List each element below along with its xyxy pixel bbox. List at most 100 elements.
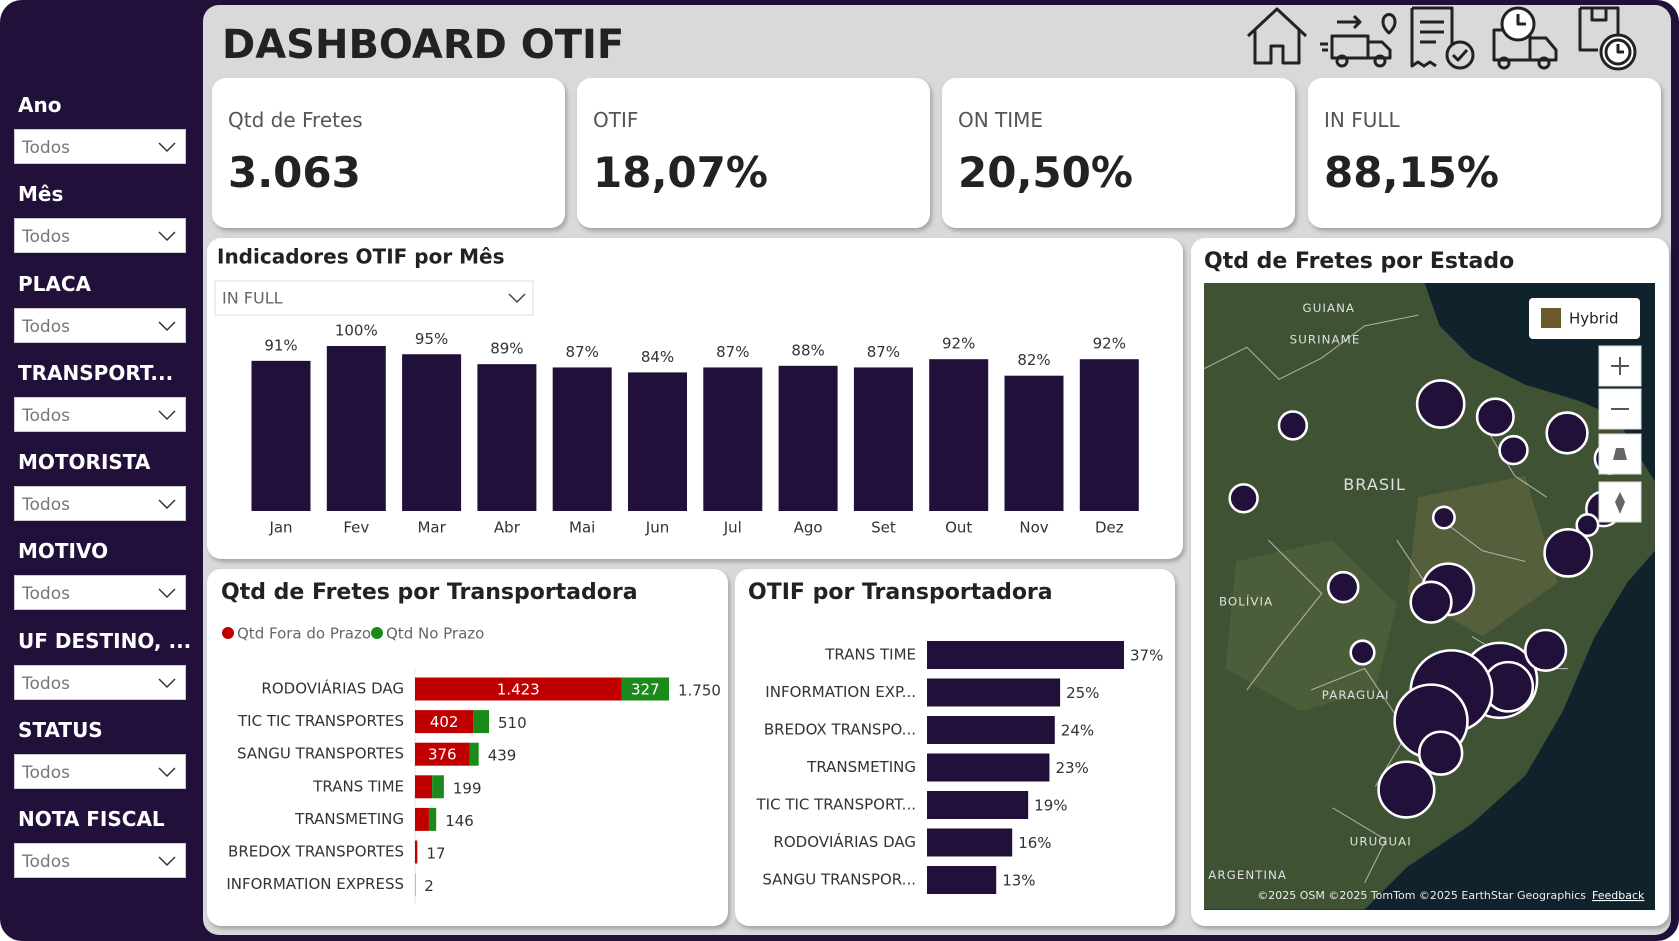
category-label: INFORMATION EXPRESS bbox=[226, 875, 404, 893]
filter-label: PLACA bbox=[18, 271, 92, 296]
map-bubble[interactable] bbox=[1524, 628, 1568, 672]
filter-dropdown[interactable]: Todos bbox=[14, 218, 186, 254]
filter-value: Todos bbox=[22, 138, 70, 158]
bar-segment bbox=[415, 677, 622, 701]
map-feedback[interactable]: Feedback bbox=[1592, 889, 1645, 902]
map-label: SURINAME bbox=[1290, 332, 1361, 346]
chevron-line bbox=[158, 767, 176, 777]
measure-selector[interactable] bbox=[214, 280, 534, 316]
filter-dropdown[interactable]: Todos bbox=[14, 664, 186, 700]
total-label: 199 bbox=[453, 779, 482, 797]
bar-segment bbox=[415, 840, 418, 864]
map-bubble[interactable] bbox=[1349, 639, 1376, 666]
map-style-label: Hybrid bbox=[1569, 310, 1619, 328]
filter-dropdown[interactable]: Todos bbox=[14, 843, 186, 878]
data-label: 19% bbox=[1034, 797, 1067, 815]
data-label: 100% bbox=[335, 322, 378, 340]
data-label: 402 bbox=[430, 713, 459, 731]
map-bubble[interactable] bbox=[1415, 379, 1466, 429]
chart-title: Qtd de Fretes por Estado bbox=[1204, 249, 1514, 274]
kpi-value: 3.063 bbox=[228, 148, 361, 197]
filter-dropdown[interactable]: Todos bbox=[14, 129, 186, 164]
filter-dropdown[interactable]: Todos bbox=[14, 396, 186, 432]
category-label: RODOVIÁRIAS DAG bbox=[773, 832, 916, 851]
kpi-value: 20,50% bbox=[958, 148, 1133, 197]
filter-value: Todos bbox=[22, 405, 70, 426]
map-bubble[interactable] bbox=[1431, 505, 1456, 530]
map-layer: GUIANA SURINAME BRASIL BOLÍVIA PARAGUAI URUGU… bbox=[1204, 283, 1655, 910]
map-bubble[interactable] bbox=[1228, 483, 1259, 514]
map-bubble[interactable] bbox=[1417, 730, 1464, 776]
filter-label: NOTA FISCAL bbox=[18, 807, 165, 831]
kpi-value: 88,15% bbox=[1324, 148, 1499, 197]
selector-value: IN FULL bbox=[222, 289, 283, 308]
x-tick-label: Fev bbox=[343, 519, 369, 537]
bar bbox=[927, 716, 1055, 744]
chart-title: OTIF por Transportadora bbox=[748, 580, 1053, 605]
legend-label: Qtd No Prazo bbox=[386, 625, 484, 643]
data-label: 84% bbox=[641, 348, 674, 366]
truck-clock-icon[interactable] bbox=[1492, 6, 1558, 70]
data-label: 376 bbox=[428, 746, 457, 764]
carrier-volume-card-svg: Qtd de Fretes por Transportadora Qtd Fora… bbox=[221, 580, 721, 904]
data-label: 13% bbox=[1002, 872, 1035, 890]
map-card-svg: Qtd de Fretes por Estado GUIANA SURINAME BR… bbox=[1204, 249, 1655, 910]
map-bubble[interactable] bbox=[1575, 513, 1600, 538]
kpi-label: Qtd de Fretes bbox=[228, 108, 363, 132]
chevron bbox=[158, 410, 176, 420]
map-bubble[interactable] bbox=[1498, 434, 1529, 466]
data-label: 92% bbox=[1093, 335, 1126, 353]
x-tick-label: Jul bbox=[723, 519, 742, 537]
category-label: TRANSMETING bbox=[806, 758, 916, 776]
chevron bbox=[158, 856, 176, 867]
invoice-icon[interactable] bbox=[1410, 6, 1475, 70]
kpi-card: IN FULL 88,15% bbox=[1308, 78, 1661, 228]
filter-value: Todos bbox=[22, 495, 70, 515]
data-label: 37% bbox=[1130, 647, 1163, 665]
filter-label: TRANSPORT... bbox=[18, 360, 174, 385]
monthly-card-svg: Indicadores OTIF por Mês IN FULL 91% Jan 100… bbox=[214, 245, 1139, 537]
chevron-line bbox=[158, 499, 176, 510]
map-bubble[interactable] bbox=[1326, 570, 1360, 604]
filter-dropdown[interactable]: Todos bbox=[14, 307, 186, 343]
data-label: 87% bbox=[867, 343, 900, 361]
x-tick-label: Jan bbox=[268, 519, 292, 537]
chevron bbox=[158, 767, 176, 777]
bar-segment bbox=[415, 807, 429, 831]
map-bubble[interactable] bbox=[1543, 528, 1593, 578]
filter-dropdown[interactable]: Todos bbox=[14, 753, 186, 789]
map-label: BOLÍVIA bbox=[1219, 594, 1273, 609]
map-bubble[interactable] bbox=[1545, 411, 1589, 455]
x-tick-label: Set bbox=[871, 519, 896, 537]
bar bbox=[927, 678, 1061, 707]
data-label: 1.423 bbox=[497, 681, 540, 699]
bar-segment bbox=[415, 710, 474, 734]
monthly-card: Indicadores OTIF por Mês IN FULL 91% Jan 100… bbox=[207, 238, 1183, 559]
chevron bbox=[158, 677, 176, 688]
category-label: INFORMATION EXP... bbox=[765, 683, 916, 701]
legend-marker bbox=[371, 627, 383, 639]
kpi-value: 18,07% bbox=[593, 148, 768, 197]
filter-value: Todos bbox=[22, 762, 70, 783]
total-label: 17 bbox=[426, 845, 445, 863]
map-label: GUIANA bbox=[1303, 301, 1356, 315]
filter-value: Todos bbox=[22, 852, 70, 872]
map-bubble[interactable] bbox=[1377, 760, 1436, 819]
chevron-line bbox=[158, 856, 176, 867]
package-clock-icon[interactable] bbox=[1578, 6, 1637, 71]
map-bubble[interactable] bbox=[1475, 397, 1515, 437]
delivery-icon[interactable] bbox=[1320, 13, 1397, 68]
total-label: 1.750 bbox=[678, 682, 721, 700]
filter-dropdown[interactable]: Todos bbox=[14, 575, 186, 611]
filter-dropdown[interactable]: Todos bbox=[14, 486, 186, 521]
x-tick-label: Nov bbox=[1019, 519, 1048, 537]
zoom-icons bbox=[1611, 357, 1629, 410]
map-bubble[interactable] bbox=[1277, 410, 1309, 441]
bar-segment bbox=[621, 677, 669, 701]
home-icon[interactable] bbox=[1246, 7, 1308, 65]
chevron bbox=[158, 320, 176, 331]
map-bubble[interactable] bbox=[1409, 580, 1453, 624]
carrier-volume-card: Qtd de Fretes por Transportadora Qtd Fora… bbox=[207, 569, 728, 926]
bar bbox=[927, 828, 1013, 857]
